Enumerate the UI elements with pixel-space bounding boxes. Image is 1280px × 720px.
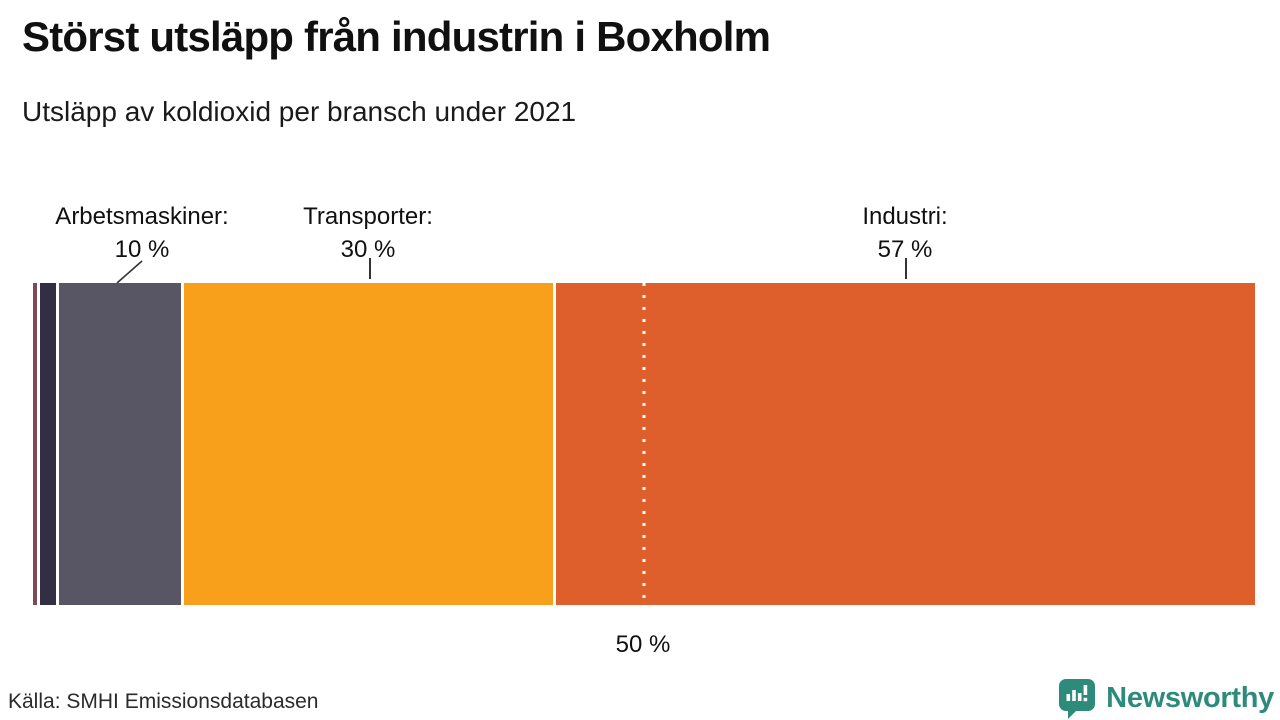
callout-industri: Industri: 57 % [862,200,947,266]
chart-subtitle: Utsläpp av koldioxid per bransch under 2… [22,96,577,127]
bar-segment-arbetsmaskiner [58,283,182,605]
callout-industri-name: Industri: [862,203,948,230]
newsworthy-speech-bubble-chart-icon [1059,679,1096,719]
callout-transporter: Transporter: 30 % [303,200,433,266]
callout-arbetsmaskiner: Arbetsmaskiner: 10 % [55,200,228,266]
fifty-percent-reference-line [642,283,646,605]
bar-segment-minor-2 [39,283,56,605]
source-text: Källa: SMHI Emissionsdatabasen [8,690,319,713]
stacked-bar [33,283,1256,605]
bar-segment-industri [555,283,1256,605]
callout-industri-value: 57 % [877,236,933,263]
newsworthy-logo-text: Newsworthy [1106,681,1274,714]
chart-title: Störst utsläpp från industrin i Boxholm [22,13,771,60]
leader-line-transporter [369,258,371,279]
callout-arbetsmaskiner-value: 10 % [114,236,170,263]
bar-segment-minor-1 [33,283,37,605]
leader-line-industri [905,258,907,279]
leader-line-arbetsmaskiner [116,260,143,284]
bar-segment-transporter [184,283,553,605]
callout-arbetsmaskiner-name: Arbetsmaskiner: [55,203,229,230]
fifty-percent-label: 50 % [615,631,671,658]
callout-transporter-value: 30 % [340,236,396,263]
callout-transporter-name: Transporter: [303,203,433,230]
newsworthy-logo: Newsworthy [1057,677,1274,719]
